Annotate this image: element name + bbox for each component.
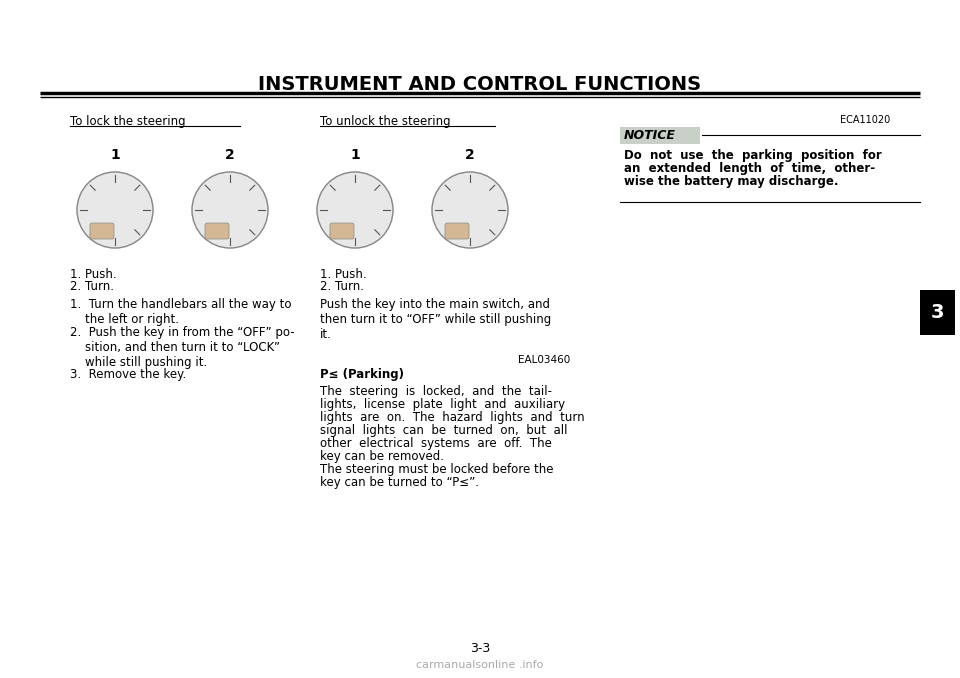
- FancyBboxPatch shape: [205, 223, 229, 239]
- Text: wise the battery may discharge.: wise the battery may discharge.: [624, 175, 838, 188]
- Text: INSTRUMENT AND CONTROL FUNCTIONS: INSTRUMENT AND CONTROL FUNCTIONS: [258, 75, 702, 94]
- Text: 3.  Remove the key.: 3. Remove the key.: [70, 368, 186, 381]
- Text: The steering must be locked before the: The steering must be locked before the: [320, 463, 554, 476]
- FancyBboxPatch shape: [330, 223, 354, 239]
- Text: To unlock the steering: To unlock the steering: [320, 115, 450, 128]
- Circle shape: [317, 172, 393, 248]
- Text: Do  not  use  the  parking  position  for: Do not use the parking position for: [624, 149, 881, 162]
- Text: 2. Turn.: 2. Turn.: [320, 280, 364, 293]
- Text: 2: 2: [466, 148, 475, 162]
- Text: 2: 2: [226, 148, 235, 162]
- Text: key can be removed.: key can be removed.: [320, 450, 444, 463]
- Text: 3-3: 3-3: [469, 641, 491, 654]
- Text: 1. Push.: 1. Push.: [70, 268, 116, 281]
- Text: NOTICE: NOTICE: [624, 129, 676, 142]
- Text: 3: 3: [931, 303, 945, 322]
- Text: 1: 1: [110, 148, 120, 162]
- Text: 2.  Push the key in from the “OFF” po-
    sition, and then turn it to “LOCK”
  : 2. Push the key in from the “OFF” po- si…: [70, 326, 295, 369]
- Text: To lock the steering: To lock the steering: [70, 115, 185, 128]
- Text: P≤ (Parking): P≤ (Parking): [320, 368, 404, 381]
- Text: 2. Turn.: 2. Turn.: [70, 280, 114, 293]
- Text: 1: 1: [350, 148, 360, 162]
- Circle shape: [77, 172, 153, 248]
- Text: carmanualsonline .info: carmanualsonline .info: [417, 660, 543, 670]
- Text: 1. Push.: 1. Push.: [320, 268, 367, 281]
- FancyBboxPatch shape: [90, 223, 114, 239]
- Circle shape: [432, 172, 508, 248]
- Circle shape: [192, 172, 268, 248]
- Text: key can be turned to “P≤”.: key can be turned to “P≤”.: [320, 476, 479, 489]
- Text: lights  are  on.  The  hazard  lights  and  turn: lights are on. The hazard lights and tur…: [320, 411, 585, 424]
- Text: lights,  license  plate  light  and  auxiliary: lights, license plate light and auxiliar…: [320, 398, 565, 411]
- Text: signal  lights  can  be  turned  on,  but  all: signal lights can be turned on, but all: [320, 424, 567, 437]
- FancyBboxPatch shape: [445, 223, 469, 239]
- Text: ECA11020: ECA11020: [840, 115, 890, 125]
- Text: an  extended  length  of  time,  other-: an extended length of time, other-: [624, 162, 876, 175]
- Text: Push the key into the main switch, and
then turn it to “OFF” while still pushing: Push the key into the main switch, and t…: [320, 298, 551, 341]
- Text: 1.  Turn the handlebars all the way to
    the left or right.: 1. Turn the handlebars all the way to th…: [70, 298, 292, 326]
- Text: EAL03460: EAL03460: [517, 355, 570, 365]
- Bar: [920, 290, 955, 335]
- Text: other  electrical  systems  are  off.  The: other electrical systems are off. The: [320, 437, 552, 450]
- Text: The  steering  is  locked,  and  the  tail-: The steering is locked, and the tail-: [320, 385, 552, 398]
- FancyBboxPatch shape: [620, 127, 700, 144]
